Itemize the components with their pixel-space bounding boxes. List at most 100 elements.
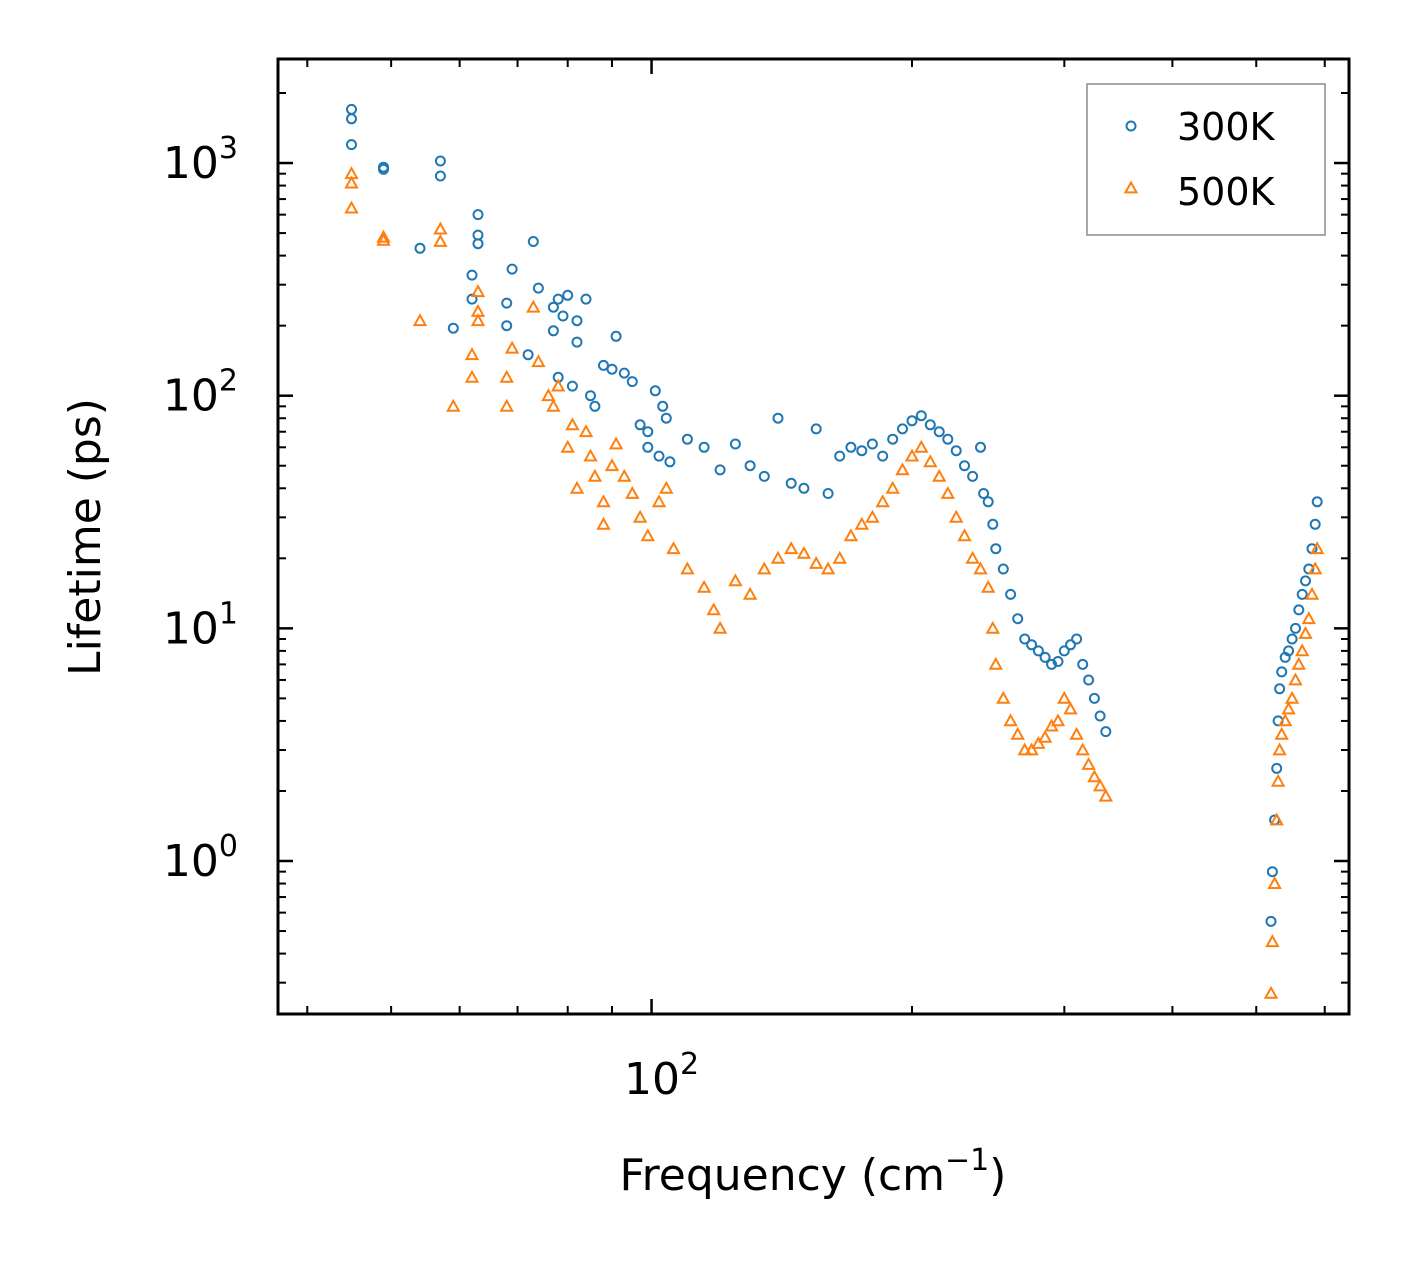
data-point-500k [770, 550, 786, 564]
data-point-300k [758, 470, 770, 482]
data-point-300k [472, 238, 484, 250]
data-point-500k [446, 398, 461, 412]
data-point-300k [434, 155, 446, 167]
x-axis-label-suffix: ) [989, 1150, 1006, 1201]
data-point-300k [959, 460, 970, 472]
data-point-500k [531, 354, 546, 368]
data-point-300k [1276, 666, 1288, 678]
data-point-500k [583, 448, 598, 462]
data-point-500k [546, 398, 561, 412]
data-point-500k [617, 468, 632, 482]
data-point-300k [657, 400, 669, 412]
data-point-500k [885, 480, 900, 494]
data-point-500k [1308, 561, 1323, 575]
data-point-500k [965, 550, 980, 564]
legend-marker-500k [1123, 180, 1139, 194]
data-point-300k [856, 445, 868, 457]
data-point-300k [1286, 633, 1298, 645]
data-point-500k [1295, 643, 1310, 657]
data-point-500k [854, 516, 869, 530]
data-point-300k [626, 376, 638, 388]
data-point-500k [541, 388, 556, 402]
data-point-500k [1265, 934, 1280, 948]
data-point-500k [578, 424, 594, 438]
data-point-300k [1005, 588, 1017, 600]
data-point-500k [551, 378, 566, 392]
data-point-500k [1267, 876, 1282, 889]
legend-label-300k: 300K [1177, 105, 1276, 149]
x-tick-label-base: 10 [624, 1054, 680, 1105]
data-point-300k [1077, 658, 1089, 670]
data-point-500k [973, 561, 988, 575]
data-point-500k [1069, 726, 1084, 740]
y-tick-label-base: 10 [163, 603, 219, 654]
data-point-300k [897, 423, 908, 435]
data-point-500k [1291, 656, 1306, 670]
data-point-300k [887, 433, 899, 445]
y-tick-label: 102 [163, 364, 238, 422]
data-point-500k [957, 528, 972, 542]
data-point-500k [625, 485, 640, 499]
data-point-500k [1278, 713, 1293, 727]
data-point-300k [1300, 575, 1311, 587]
data-point-300k [975, 441, 986, 453]
data-point-300k [950, 445, 962, 457]
legend-marker-symbol-500k [1123, 180, 1139, 194]
data-point-300k [547, 301, 559, 313]
data-point-500k [1263, 985, 1279, 999]
legend-marker-300k [1125, 120, 1137, 132]
data-point-500k [923, 454, 938, 468]
data-point-500k [464, 369, 480, 383]
data-point-300k [1296, 588, 1308, 600]
y-tick-label: 101 [163, 596, 238, 654]
data-point-300k [642, 441, 654, 453]
data-point-300k [915, 410, 927, 422]
data-point-500k [728, 573, 743, 587]
data-point-500k [757, 561, 772, 575]
data-point-300k [552, 293, 564, 305]
data-point-300k [562, 289, 574, 301]
data-point-300k [571, 336, 583, 348]
data-point-500k [1098, 788, 1113, 802]
data-point-500k [499, 398, 514, 412]
data-point-500k [1274, 726, 1289, 740]
data-point-500k [433, 221, 448, 235]
x-tick-label-exp: 2 [680, 1047, 699, 1082]
data-point-300k [1266, 866, 1278, 878]
series-300k [346, 103, 1323, 927]
data-point-300k [942, 433, 954, 445]
data-point-300k [1290, 622, 1301, 634]
data-point-300k [447, 322, 459, 334]
data-point-300k [798, 482, 810, 494]
data-point-500k [433, 233, 448, 247]
data-point-300k [378, 163, 389, 175]
data-point-500k [1057, 690, 1072, 704]
data-point-500k [932, 468, 947, 482]
data-point-300k [822, 488, 834, 499]
x-axis-label-sup: −1 [945, 1143, 989, 1178]
major-ticks [278, 59, 1349, 1014]
data-point-300k [877, 450, 889, 462]
data-point-300k [466, 269, 478, 281]
data-point-500k [696, 579, 712, 593]
data-point-300k [653, 450, 665, 462]
data-point-500k [1017, 742, 1032, 756]
data-point-500k [526, 299, 541, 313]
x-axis-label-main: Frequency (cm [620, 1150, 946, 1201]
data-point-500k [809, 555, 824, 569]
data-point-300k [532, 282, 544, 294]
data-point-300k [1046, 658, 1058, 670]
data-point-500k [914, 439, 929, 453]
data-point-500k [742, 586, 758, 600]
data-point-500k [470, 284, 486, 298]
data-point-300k [664, 456, 676, 468]
plot-frame [276, 57, 1351, 1016]
data-point-300k [772, 412, 784, 424]
data-point-300k [649, 385, 661, 397]
data-point-300k [1019, 633, 1031, 645]
data-point-500k [560, 439, 575, 453]
y-tick-label: 103 [163, 131, 238, 189]
data-point-500k [843, 528, 859, 542]
data-point-300k [585, 390, 596, 402]
